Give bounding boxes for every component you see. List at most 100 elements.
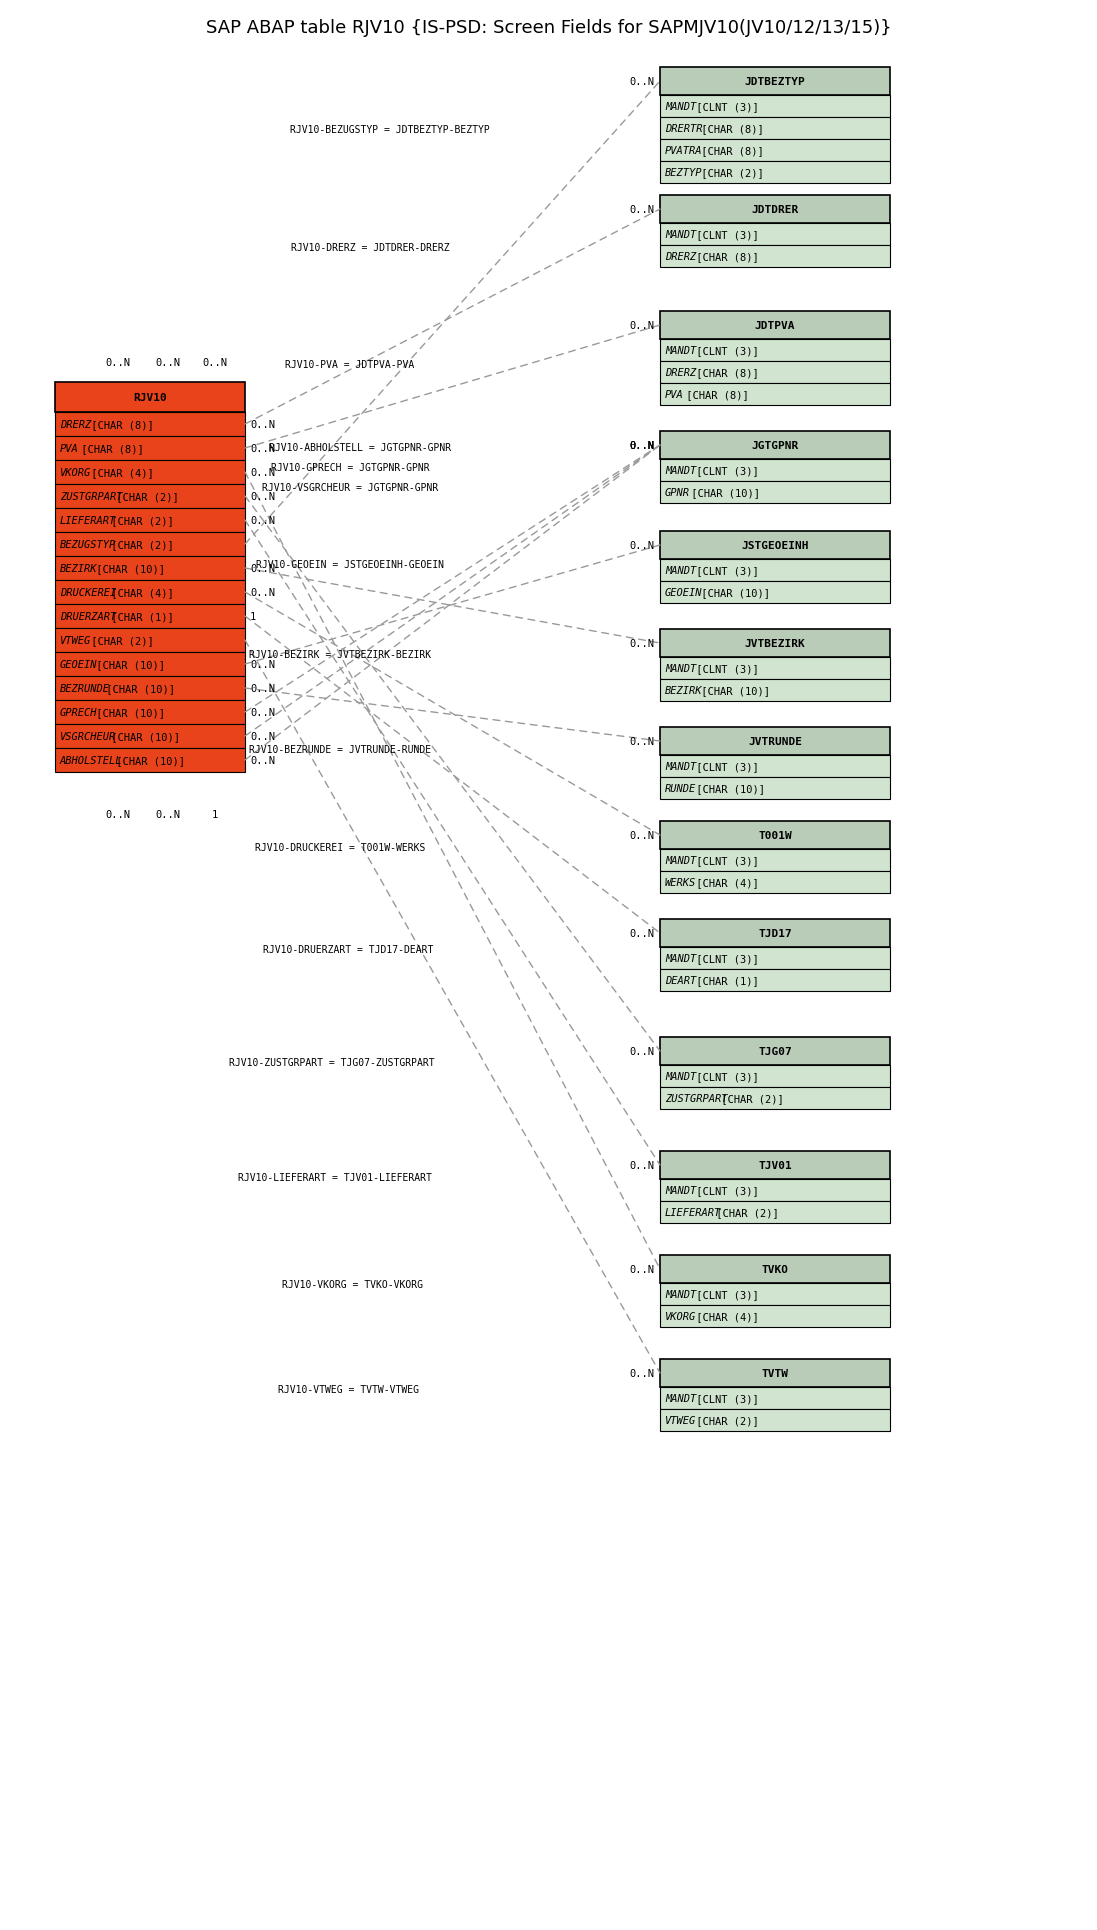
Text: [CLNT (3)]: [CLNT (3)] (690, 102, 759, 112)
Text: [CHAR (2)]: [CHAR (2)] (690, 1415, 759, 1424)
Text: MANDT: MANDT (665, 1185, 697, 1195)
Text: 0..N: 0..N (629, 440, 654, 452)
Text: RJV10-PVA = JDTPVA-PVA: RJV10-PVA = JDTPVA-PVA (285, 359, 415, 371)
Text: [CHAR (10)]: [CHAR (10)] (90, 660, 165, 670)
Text: 0..N: 0..N (250, 683, 275, 693)
Text: TVTW: TVTW (761, 1368, 789, 1378)
Bar (660, 162, 890, 183)
Text: 1: 1 (212, 809, 218, 820)
Text: 0..N: 0..N (629, 1046, 654, 1056)
Text: 0..N: 0..N (629, 1160, 654, 1170)
Text: RJV10-LIEFERART = TJV01-LIEFERART: RJV10-LIEFERART = TJV01-LIEFERART (238, 1172, 432, 1183)
Text: BEZRUNDE: BEZRUNDE (60, 683, 110, 693)
Bar (660, 1254, 890, 1283)
Bar (660, 68, 890, 97)
Text: [CLNT (3)]: [CLNT (3)] (690, 664, 759, 674)
Text: TJG07: TJG07 (758, 1046, 792, 1056)
Bar (660, 141, 890, 162)
Text: [CHAR (1)]: [CHAR (1)] (105, 612, 173, 621)
Text: RJV10-GEOEIN = JSTGEOEINH-GEOEIN: RJV10-GEOEIN = JSTGEOEINH-GEOEIN (256, 560, 444, 569)
Text: [CHAR (8)]: [CHAR (8)] (690, 369, 759, 378)
Bar (55, 581, 245, 604)
Text: JSTGEOEINH: JSTGEOEINH (742, 540, 808, 550)
Text: 0..N: 0..N (250, 708, 275, 718)
Text: ZUSTGRPART: ZUSTGRPART (665, 1094, 727, 1104)
Text: PVA: PVA (60, 444, 79, 454)
Text: RJV10-DRERZ = JDTDRER-DRERZ: RJV10-DRERZ = JDTDRER-DRERZ (291, 243, 450, 253)
Text: [CLNT (3)]: [CLNT (3)] (690, 762, 759, 772)
Text: TJD17: TJD17 (758, 928, 792, 938)
Text: 0..N: 0..N (629, 77, 654, 87)
Text: 1: 1 (250, 612, 257, 621)
Text: TVKO: TVKO (761, 1264, 789, 1274)
Bar (660, 1409, 890, 1432)
Text: MANDT: MANDT (665, 1289, 697, 1299)
Text: MANDT: MANDT (665, 664, 697, 674)
Bar (660, 629, 890, 658)
Text: MANDT: MANDT (665, 855, 697, 865)
Text: [CHAR (8)]: [CHAR (8)] (680, 390, 749, 400)
Bar (660, 1065, 890, 1087)
Bar (660, 679, 890, 703)
Text: [CHAR (2)]: [CHAR (2)] (110, 492, 179, 502)
Bar (660, 872, 890, 894)
Text: RJV10-BEZIRK = JVTBEZIRK-BEZIRK: RJV10-BEZIRK = JVTBEZIRK-BEZIRK (249, 650, 431, 660)
Text: JDTBEZTYP: JDTBEZTYP (745, 77, 805, 87)
Bar (660, 1152, 890, 1179)
Bar (55, 629, 245, 652)
Bar (660, 459, 890, 482)
Text: 0..N: 0..N (629, 830, 654, 841)
Text: [CHAR (4)]: [CHAR (4)] (690, 878, 759, 888)
Text: LIEFERART: LIEFERART (665, 1208, 721, 1218)
Text: JDTPVA: JDTPVA (755, 320, 795, 330)
Text: 0..N: 0..N (105, 357, 131, 369)
Text: ZUSTGRPART: ZUSTGRPART (60, 492, 123, 502)
Bar (660, 96, 890, 118)
Text: RJV10-ZUSTGRPART = TJG07-ZUSTGRPART: RJV10-ZUSTGRPART = TJG07-ZUSTGRPART (229, 1058, 434, 1067)
Text: GPNR: GPNR (665, 488, 690, 498)
Text: [CHAR (10)]: [CHAR (10)] (695, 685, 770, 695)
Bar (660, 822, 890, 849)
Text: BEZIRK: BEZIRK (60, 564, 98, 573)
Text: 0..N: 0..N (250, 492, 275, 502)
Text: 0..N: 0..N (250, 515, 275, 525)
Text: [CHAR (8)]: [CHAR (8)] (695, 124, 764, 133)
Text: 0..N: 0..N (629, 1368, 654, 1378)
Bar (660, 1388, 890, 1409)
Text: 0..N: 0..N (250, 660, 275, 670)
Text: MANDT: MANDT (665, 345, 697, 355)
Text: [CHAR (10)]: [CHAR (10)] (90, 708, 165, 718)
Bar (660, 581, 890, 604)
Bar (55, 652, 245, 677)
Text: [CHAR (10)]: [CHAR (10)] (100, 683, 176, 693)
Bar (55, 436, 245, 461)
Bar (660, 1359, 890, 1388)
Text: RJV10-ABHOLSTELL = JGTGPNR-GPNR: RJV10-ABHOLSTELL = JGTGPNR-GPNR (269, 442, 451, 454)
Text: DRUERZART: DRUERZART (60, 612, 116, 621)
Text: RUNDE: RUNDE (665, 784, 697, 793)
Text: VTWEG: VTWEG (60, 635, 91, 647)
Text: 0..N: 0..N (629, 540, 654, 550)
Text: GEOEIN: GEOEIN (665, 589, 702, 598)
Bar (660, 728, 890, 757)
Bar (660, 340, 890, 361)
Text: VKORG: VKORG (60, 467, 91, 479)
Text: 0..N: 0..N (250, 421, 275, 430)
Text: [CLNT (3)]: [CLNT (3)] (690, 953, 759, 963)
Text: RJV10-VSGRCHEUR = JGTGPNR-GPNR: RJV10-VSGRCHEUR = JGTGPNR-GPNR (262, 482, 438, 492)
Text: RJV10: RJV10 (133, 394, 167, 403)
Text: [CLNT (3)]: [CLNT (3)] (690, 1393, 759, 1403)
Text: 0..N: 0..N (629, 639, 654, 648)
Bar (55, 604, 245, 629)
Text: PVA: PVA (665, 390, 683, 400)
Bar (660, 658, 890, 679)
Text: PVATRA: PVATRA (665, 147, 702, 156)
Text: [CHAR (10)]: [CHAR (10)] (685, 488, 760, 498)
Text: [CHAR (10)]: [CHAR (10)] (105, 731, 180, 741)
Text: DRUCKEREI: DRUCKEREI (60, 589, 116, 598)
Text: VKORG: VKORG (665, 1310, 697, 1322)
Bar (660, 1087, 890, 1110)
Text: BEZTYP: BEZTYP (665, 168, 702, 178)
Text: RJV10-GPRECH = JGTGPNR-GPNR: RJV10-GPRECH = JGTGPNR-GPNR (271, 463, 429, 473)
Text: VTWEG: VTWEG (665, 1415, 697, 1424)
